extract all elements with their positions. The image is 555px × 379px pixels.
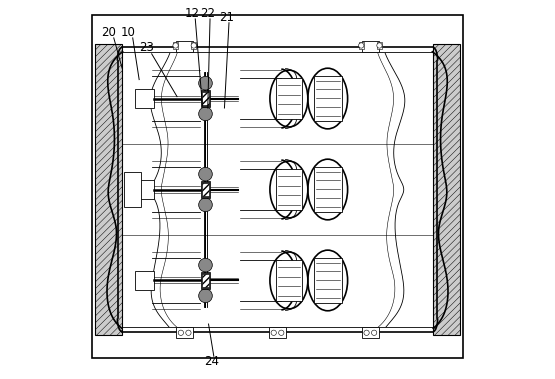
Text: 23: 23 — [139, 41, 154, 54]
Polygon shape — [314, 258, 342, 303]
Circle shape — [199, 198, 213, 211]
Polygon shape — [276, 78, 302, 119]
Text: 12: 12 — [185, 7, 200, 20]
Circle shape — [199, 258, 213, 272]
Polygon shape — [176, 327, 193, 338]
Polygon shape — [276, 260, 302, 301]
Polygon shape — [191, 42, 196, 49]
Polygon shape — [135, 89, 154, 108]
Polygon shape — [95, 44, 122, 335]
Circle shape — [199, 167, 213, 181]
Circle shape — [371, 330, 377, 335]
Polygon shape — [135, 180, 154, 199]
Polygon shape — [124, 172, 141, 207]
Text: 10: 10 — [120, 26, 135, 39]
Circle shape — [377, 43, 382, 48]
Polygon shape — [314, 167, 342, 212]
Circle shape — [186, 330, 191, 335]
Polygon shape — [201, 90, 210, 107]
Polygon shape — [173, 42, 178, 49]
Polygon shape — [377, 42, 382, 49]
Circle shape — [359, 43, 364, 48]
Text: 21: 21 — [219, 11, 234, 23]
Text: 20: 20 — [102, 26, 117, 39]
Text: 24: 24 — [204, 356, 219, 368]
Circle shape — [364, 330, 369, 335]
Circle shape — [178, 330, 184, 335]
Polygon shape — [314, 76, 342, 121]
Polygon shape — [433, 44, 460, 335]
Polygon shape — [135, 271, 154, 290]
Polygon shape — [201, 181, 210, 198]
Polygon shape — [176, 41, 193, 52]
Circle shape — [191, 43, 196, 48]
Polygon shape — [95, 44, 122, 335]
Polygon shape — [359, 42, 364, 49]
Polygon shape — [362, 327, 379, 338]
Polygon shape — [203, 274, 209, 287]
Polygon shape — [362, 41, 379, 52]
Polygon shape — [433, 44, 460, 335]
Text: 22: 22 — [200, 7, 215, 20]
Polygon shape — [201, 272, 210, 289]
Circle shape — [199, 107, 213, 121]
Circle shape — [271, 330, 276, 335]
Polygon shape — [203, 183, 209, 196]
Polygon shape — [276, 169, 302, 210]
Polygon shape — [269, 327, 286, 338]
Polygon shape — [203, 92, 209, 105]
Circle shape — [279, 330, 284, 335]
Circle shape — [199, 77, 213, 90]
Circle shape — [199, 289, 213, 302]
Circle shape — [173, 43, 178, 48]
